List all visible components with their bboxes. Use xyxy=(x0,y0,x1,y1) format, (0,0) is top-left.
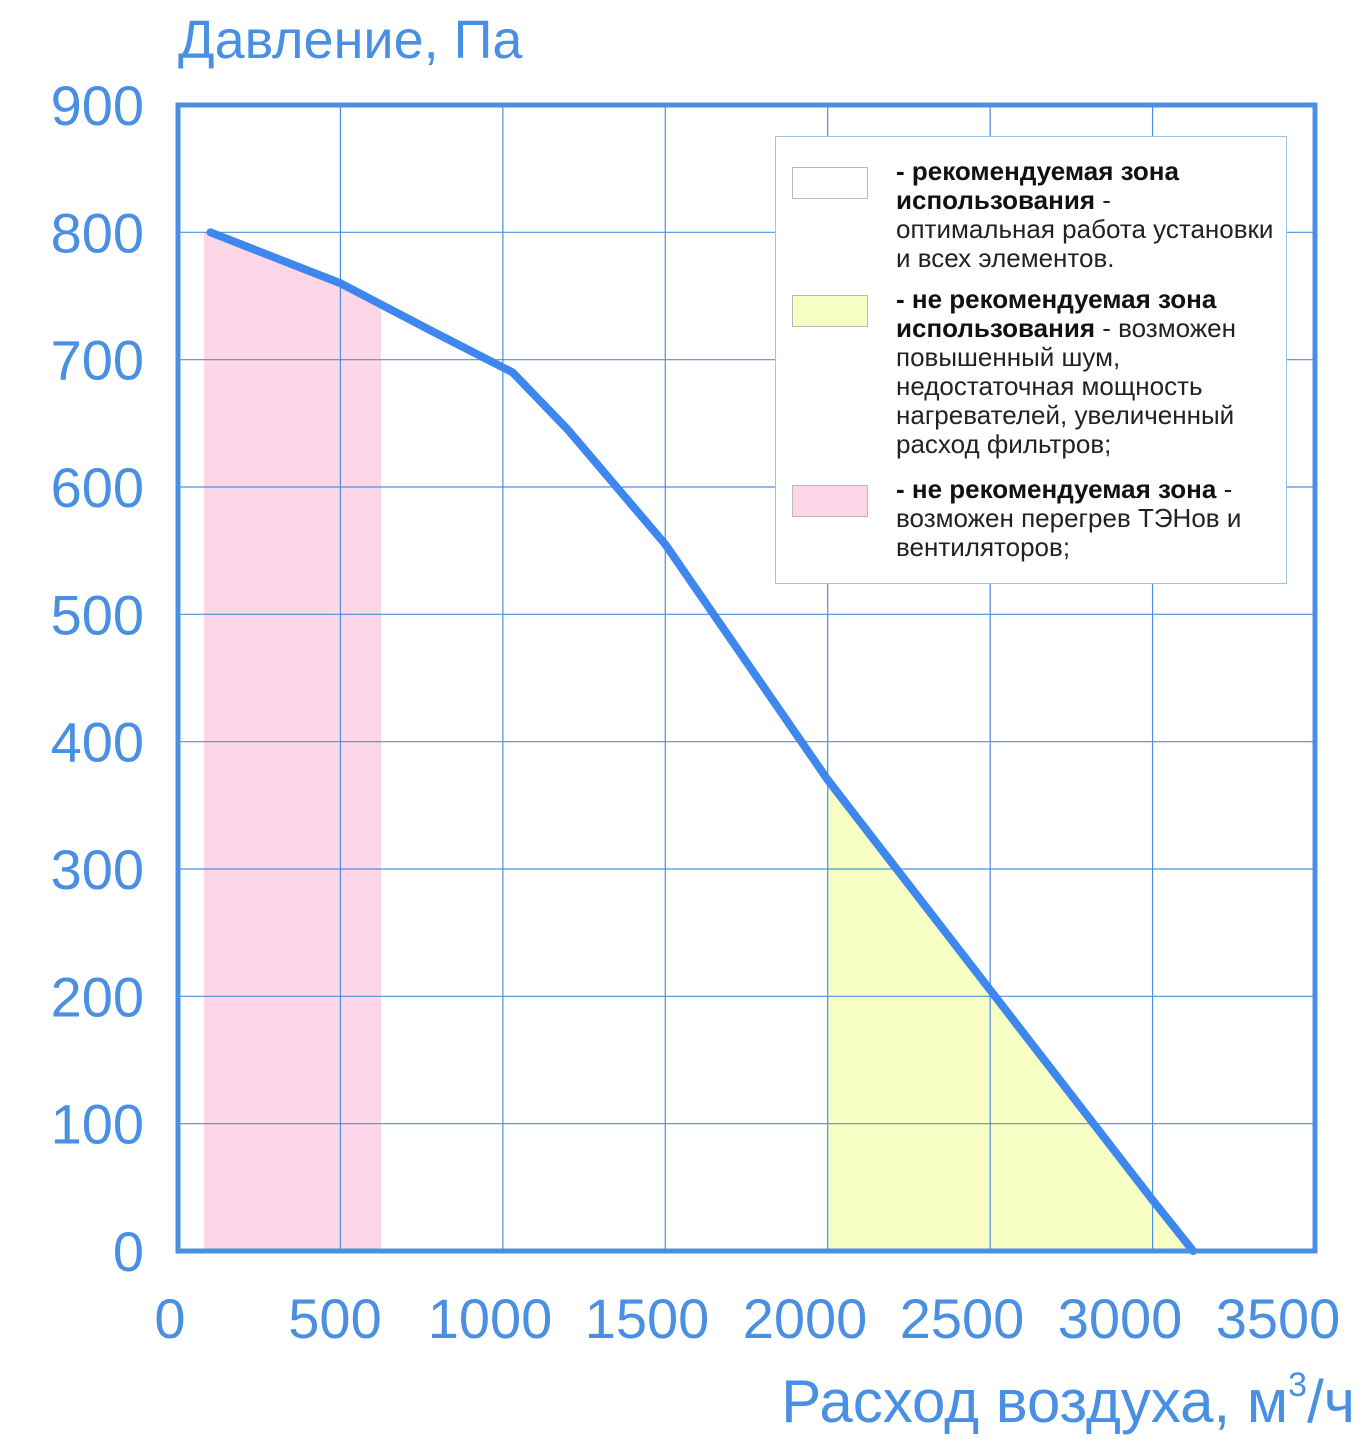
y-tick-label: 600 xyxy=(51,456,144,519)
legend-bold-recommended: - рекомендуемая зона использования xyxy=(896,156,1179,215)
x-tick-label: 3500 xyxy=(1216,1287,1341,1350)
y-tick-label: 800 xyxy=(51,201,144,264)
x-tick-label: 1000 xyxy=(428,1287,553,1350)
legend-bold-noise: - не рекомендуемая зона использования xyxy=(896,284,1217,343)
curve-layer xyxy=(206,228,1198,1255)
x-tick-label: 500 xyxy=(288,1287,381,1350)
legend-swatch-pink xyxy=(792,485,868,517)
legend-swatch-white xyxy=(792,167,868,199)
x-tick-label: 0 xyxy=(154,1287,185,1350)
y-tick-label: 900 xyxy=(51,74,144,137)
x-tick-label: 2000 xyxy=(743,1287,868,1350)
x-tick-labels: 0 500 1000 1500 2000 2500 3000 3500 xyxy=(154,1287,1340,1350)
legend-desc-noise: - возможен повышенный шум, недостаточная… xyxy=(896,313,1236,459)
legend-desc-overheat: - возможен перегрев ТЭНов и вентиляторов… xyxy=(896,474,1242,562)
legend-bold-overheat: - не рекомендуемая зона xyxy=(896,474,1217,504)
x-axis-label-tail: /ч xyxy=(1307,1368,1355,1435)
y-tick-label: 300 xyxy=(51,838,144,901)
y-tick-label: 400 xyxy=(51,711,144,774)
y-tick-label: 700 xyxy=(51,329,144,392)
legend-swatch-yellow xyxy=(792,295,868,327)
x-axis-label: Расход воздуха, м3/ч xyxy=(781,1366,1355,1435)
x-tick-label: 3000 xyxy=(1058,1287,1183,1350)
legend-text-recommended: - рекомендуемая зона использования - опт… xyxy=(896,157,1276,273)
x-axis-label-main: Расход воздуха, м xyxy=(781,1368,1288,1435)
legend-text-overheat: - не рекомендуемая зона - возможен перег… xyxy=(896,475,1276,562)
y-tick-label: 0 xyxy=(113,1220,144,1283)
zone-not-recommended-noise xyxy=(827,779,1194,1251)
y-tick-label: 100 xyxy=(51,1093,144,1156)
x-axis-label-sup: 3 xyxy=(1288,1366,1307,1404)
legend-desc-recommended: - оптимальная работа установки и всех эл… xyxy=(896,185,1274,273)
y-tick-label: 500 xyxy=(51,583,144,646)
x-tick-label: 2500 xyxy=(900,1287,1025,1350)
pressure-curve xyxy=(206,228,1198,1255)
plot-frame xyxy=(175,102,1318,1254)
y-axis-label: Давление, Па xyxy=(178,10,523,70)
legend: - рекомендуемая зона использования - опт… xyxy=(775,136,1287,584)
y-tick-label: 200 xyxy=(51,965,144,1028)
y-tick-labels: 0 100 200 300 400 500 600 700 800 900 xyxy=(51,74,144,1283)
legend-text-noise: - не рекомендуемая зона использования - … xyxy=(896,285,1276,459)
x-tick-label: 1500 xyxy=(585,1287,710,1350)
